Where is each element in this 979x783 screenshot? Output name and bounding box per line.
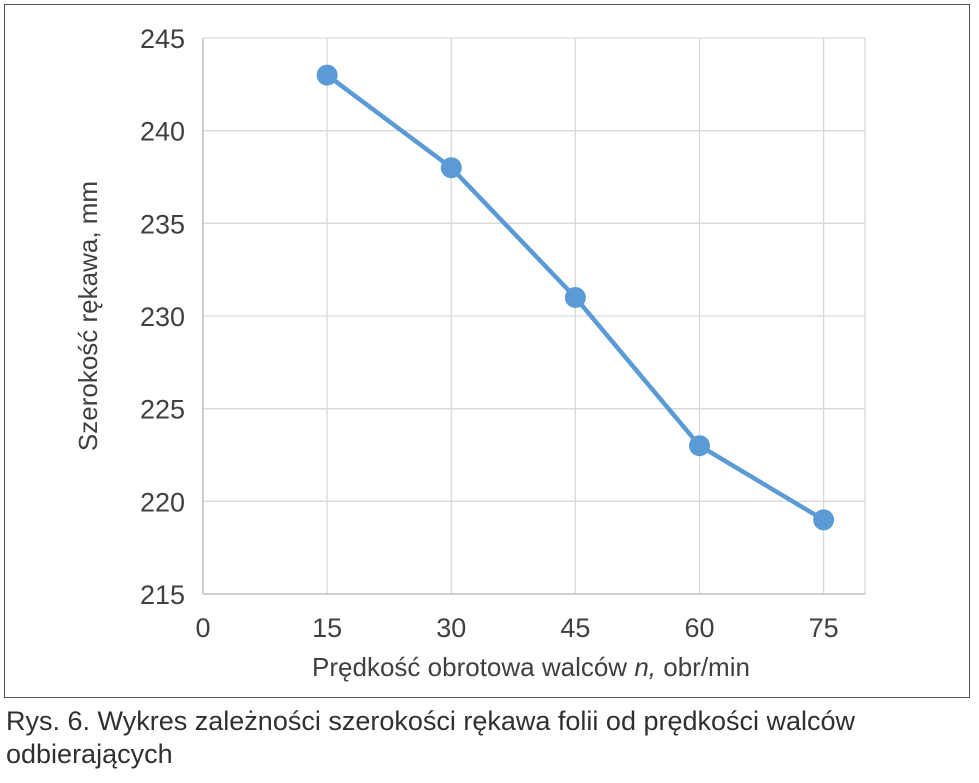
grid-layer <box>203 37 866 594</box>
y-tick-label: 220 <box>140 487 185 517</box>
data-point-marker <box>440 157 462 179</box>
series-layer <box>316 64 835 531</box>
y-tick-label: 215 <box>140 580 185 610</box>
x-tick-label: 0 <box>195 613 210 643</box>
figure-frame: 215 220 225 230 235 240 245 0 15 30 45 60 75 Szeroko… <box>4 4 970 698</box>
y-tick-label: 230 <box>140 302 185 332</box>
axis-layer <box>202 38 865 595</box>
tick-label-layer: 215 220 225 230 235 240 245 0 15 30 45 60 75 <box>140 24 839 643</box>
line-chart: 215 220 225 230 235 240 245 0 15 30 45 60 75 Szeroko… <box>73 24 866 682</box>
x-tick-label: 15 <box>312 613 342 643</box>
x-tick-label: 45 <box>560 613 590 643</box>
caption-line-2: odbierających <box>6 739 173 769</box>
y-tick-label: 235 <box>140 209 185 239</box>
y-tick-label: 225 <box>140 395 185 425</box>
x-axis-title: Prędkość obrotowa walców n, obr/min <box>312 652 750 682</box>
data-point-marker <box>689 435 710 457</box>
data-point-marker <box>564 286 586 308</box>
x-axis-title-text: Prędkość obrotowa walców <box>312 652 627 682</box>
figure-caption: Rys. 6. Wykres zależności szerokości ręk… <box>6 705 972 771</box>
x-axis-title-variable: n, <box>634 652 656 682</box>
x-axis-title-unit: obr/min <box>663 652 750 682</box>
y-axis-title: Szerokość rękawa, mm <box>73 181 103 451</box>
data-point-marker <box>316 64 338 86</box>
x-tick-label: 75 <box>809 613 839 643</box>
y-tick-label: 240 <box>140 117 185 147</box>
x-tick-label: 30 <box>436 613 466 643</box>
x-tick-label: 60 <box>684 613 714 643</box>
caption-line-1: Rys. 6. Wykres zależności szerokości ręk… <box>6 706 856 736</box>
data-point-marker <box>813 509 835 531</box>
y-tick-label: 245 <box>140 24 185 54</box>
